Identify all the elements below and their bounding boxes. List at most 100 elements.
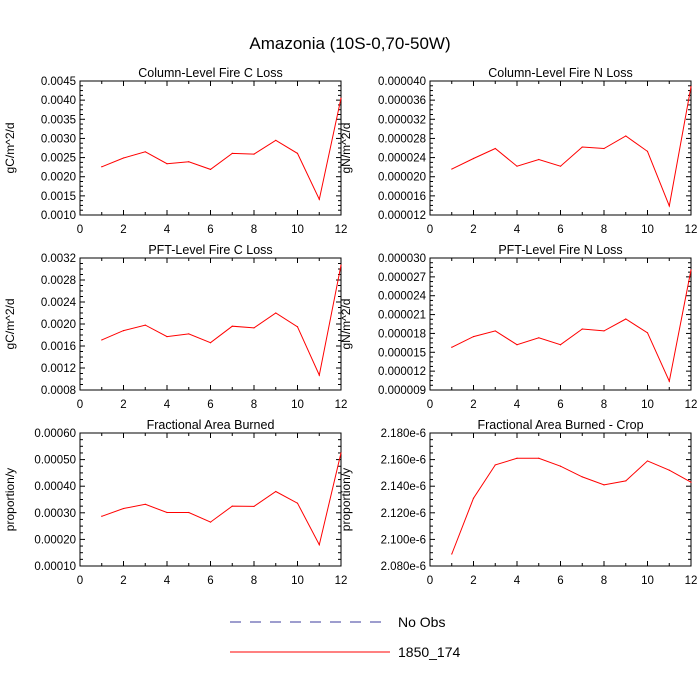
x-tick-label: 6 bbox=[557, 399, 563, 411]
data-point bbox=[559, 465, 562, 467]
x-tick-label: 4 bbox=[514, 575, 521, 587]
y-tick-label: 0.0020 bbox=[41, 172, 76, 184]
data-point bbox=[581, 476, 583, 478]
x-tick-label: 6 bbox=[207, 399, 213, 411]
series-line bbox=[451, 86, 692, 208]
chart-panel: 0 2 4 6 8 10 12 0.00010 0.00020 0.00030 0.00040 0.0… bbox=[3, 418, 347, 587]
data-point bbox=[646, 150, 649, 152]
plot-frame bbox=[429, 257, 692, 391]
y-tick-label: 2.080e-6 bbox=[381, 561, 426, 573]
data-point bbox=[538, 337, 540, 339]
x-tick-label: 8 bbox=[601, 575, 607, 587]
plot-frame bbox=[429, 80, 692, 216]
legend: No Obs 1850_174 bbox=[230, 614, 461, 660]
x-tick-label: 4 bbox=[164, 575, 171, 587]
series-line bbox=[101, 265, 342, 377]
data-point bbox=[122, 157, 125, 159]
data-point bbox=[559, 344, 562, 346]
y-tick-label: 0.000040 bbox=[378, 76, 426, 88]
x-tick-label: 10 bbox=[641, 575, 654, 587]
y-tick-label: 0.0015 bbox=[41, 191, 76, 203]
x-tick-label: 12 bbox=[685, 575, 698, 587]
data-point bbox=[472, 157, 475, 160]
x-tick-label: 2 bbox=[120, 224, 126, 236]
y-tick-label: 0.0040 bbox=[41, 95, 76, 107]
y-tick-label: 0.000012 bbox=[378, 366, 426, 378]
x-tick-label: 10 bbox=[291, 224, 304, 236]
y-tick-label: 0.000009 bbox=[378, 385, 426, 397]
data-point bbox=[625, 318, 627, 320]
data-point bbox=[231, 325, 233, 327]
y-tick-label: 2.120e-6 bbox=[381, 508, 426, 520]
y-tick-label: 0.000012 bbox=[378, 210, 426, 222]
data-point bbox=[101, 166, 103, 168]
data-point bbox=[538, 457, 540, 459]
y-tick-label: 0.000028 bbox=[378, 133, 426, 145]
x-tick-label: 2 bbox=[470, 224, 476, 236]
y-tick-label: 0.0010 bbox=[41, 210, 76, 222]
y-axis-label: proportion/y bbox=[339, 468, 353, 531]
chart-panel: 0 2 4 6 8 10 12 0.000012 0.000016 0.000020 0.00002… bbox=[339, 66, 697, 236]
x-tick-label: 4 bbox=[514, 224, 521, 236]
data-point bbox=[494, 147, 496, 150]
data-point bbox=[625, 480, 627, 482]
data-point bbox=[122, 330, 125, 332]
legend-label: No Obs bbox=[398, 614, 445, 630]
data-point bbox=[209, 168, 212, 171]
x-tick-label: 12 bbox=[335, 224, 348, 236]
chart-title: Fractional Area Burned - Crop bbox=[477, 418, 643, 432]
series-line bbox=[101, 98, 342, 201]
y-tick-label: 0.000036 bbox=[378, 95, 426, 107]
x-tick-label: 0 bbox=[77, 575, 83, 587]
y-tick-label: 0.000032 bbox=[378, 114, 426, 126]
data-point bbox=[144, 324, 146, 326]
data-point bbox=[625, 135, 627, 137]
data-point bbox=[318, 198, 320, 200]
x-tick-label: 8 bbox=[251, 575, 257, 587]
data-point bbox=[581, 328, 583, 330]
data-point bbox=[646, 332, 649, 334]
data-point bbox=[231, 152, 233, 154]
data-point bbox=[166, 511, 168, 514]
y-tick-label: 0.00060 bbox=[34, 428, 76, 440]
series-line bbox=[101, 452, 342, 547]
data-point bbox=[472, 335, 475, 338]
x-tick-label: 2 bbox=[120, 575, 126, 587]
chart-title: Column-Level Fire C Loss bbox=[138, 66, 283, 80]
y-tick-label: 0.000018 bbox=[378, 328, 426, 340]
chart-title: Column-Level Fire N Loss bbox=[488, 66, 633, 80]
x-tick-label: 12 bbox=[335, 575, 348, 587]
x-tick-label: 6 bbox=[207, 575, 213, 587]
data-point bbox=[209, 342, 212, 344]
data-point bbox=[253, 505, 255, 508]
y-axis-label: proportion/y bbox=[3, 468, 17, 531]
y-axis-label: gC/m^2/d bbox=[3, 299, 17, 350]
y-tick-label: 0.0012 bbox=[41, 363, 76, 375]
y-tick-label: 0.0024 bbox=[41, 297, 77, 309]
data-point bbox=[296, 152, 299, 154]
data-point bbox=[516, 344, 518, 346]
y-axis-label: gN/m^2/d bbox=[339, 299, 353, 350]
y-tick-label: 0.0028 bbox=[41, 275, 76, 287]
y-axis-label: gC/m^2/d bbox=[3, 123, 17, 174]
y-tick-label: 0.000016 bbox=[378, 191, 426, 203]
x-tick-label: 12 bbox=[335, 399, 348, 411]
y-tick-label: 0.000024 bbox=[378, 153, 427, 165]
y-tick-label: 0.0035 bbox=[41, 114, 76, 126]
series-line bbox=[451, 457, 692, 555]
data-point bbox=[603, 484, 605, 486]
x-tick-label: 12 bbox=[685, 399, 698, 411]
y-tick-label: 0.000021 bbox=[378, 310, 426, 322]
data-point bbox=[451, 346, 453, 348]
chart-title: Fractional Area Burned bbox=[147, 418, 275, 432]
x-tick-label: 4 bbox=[164, 224, 171, 236]
x-tick-label: 6 bbox=[207, 224, 213, 236]
x-tick-label: 4 bbox=[164, 399, 171, 411]
data-point bbox=[122, 507, 125, 510]
x-tick-label: 10 bbox=[291, 399, 304, 411]
chart-panel: 0 2 4 6 8 10 12 2.080e-6 2.100e-6 2.120e-6 2.140e-… bbox=[339, 418, 697, 587]
data-point bbox=[209, 521, 212, 523]
data-point bbox=[516, 165, 518, 167]
data-point bbox=[253, 153, 255, 155]
